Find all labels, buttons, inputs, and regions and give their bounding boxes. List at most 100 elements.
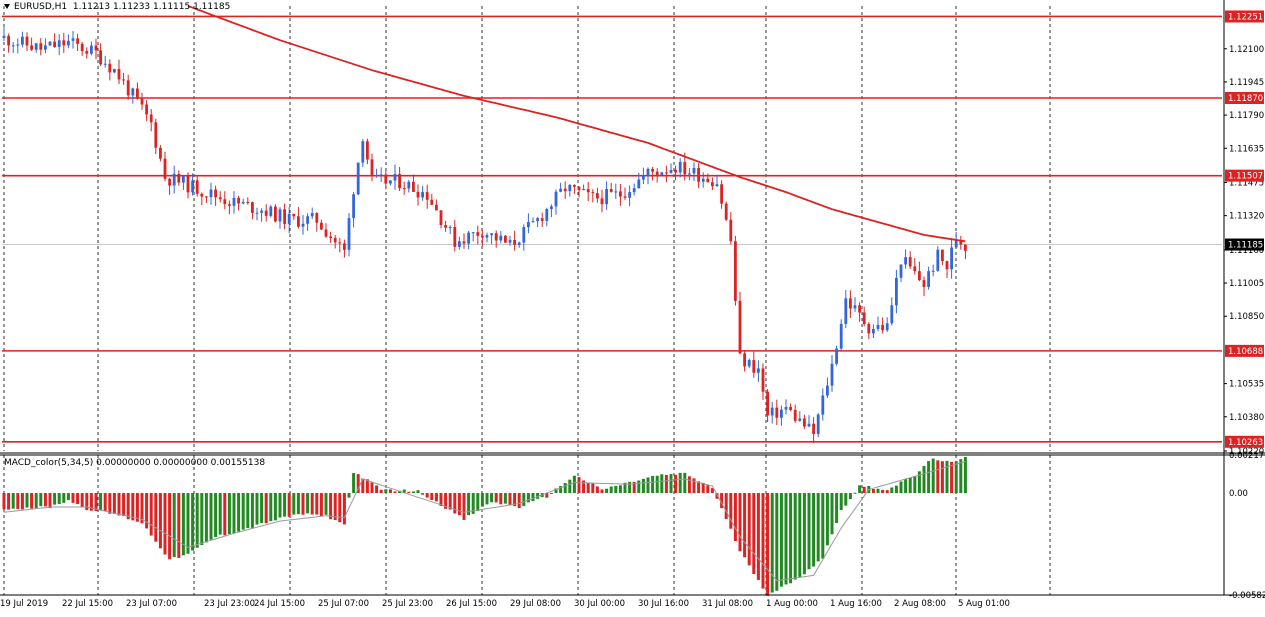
macd-bar [20, 493, 24, 510]
candle-body [21, 36, 24, 45]
macd-signal [3, 461, 966, 582]
macd-bar [577, 477, 581, 494]
candle-body [467, 232, 470, 244]
candle-body [619, 191, 622, 197]
candle-body [71, 38, 75, 41]
candle-body [269, 206, 273, 216]
candle-body [757, 368, 760, 373]
macd-bar [835, 493, 839, 523]
macd-bar [494, 493, 498, 503]
candle-body [563, 188, 567, 192]
candle-body [76, 38, 79, 44]
macd-bar [922, 466, 926, 494]
time-tick-label: 24 Jul 15:00 [254, 599, 305, 609]
candle-body [481, 235, 484, 238]
macd-bar [181, 493, 185, 556]
macd-bar [641, 478, 645, 494]
candle-body [642, 175, 645, 180]
macd-bar [43, 493, 47, 507]
candle-body [766, 391, 769, 416]
time-tick-label: 26 Jul 15:00 [446, 599, 497, 609]
candle-body [531, 221, 535, 223]
candle-body [347, 218, 351, 250]
macd-bar [572, 475, 576, 494]
macd-bar [7, 493, 11, 510]
price-tick-label: 1.11005 [1229, 279, 1264, 289]
macd-bar [126, 493, 130, 520]
macd-bar [476, 493, 480, 512]
collapse-triangle-icon[interactable] [4, 4, 10, 9]
candle-body [816, 414, 820, 434]
macd-bar [379, 489, 383, 494]
candle-body [789, 407, 792, 410]
macd-bar [76, 493, 80, 505]
macd-bar [255, 493, 259, 525]
candle-body [715, 184, 719, 187]
candle-body [448, 227, 452, 229]
candle-body [545, 209, 549, 221]
macd-bar [503, 493, 507, 504]
macd-bar [637, 480, 641, 494]
candle-body [775, 407, 779, 418]
candle-body [605, 189, 608, 205]
macd-bar [260, 493, 264, 523]
macd-bar [30, 493, 34, 509]
macd-bar [821, 493, 825, 559]
macd-bar [439, 493, 443, 507]
macd-bar [375, 485, 379, 494]
candle-body [53, 41, 56, 47]
macd-bar [402, 489, 406, 494]
macd-bar [908, 477, 912, 494]
candle-body [57, 40, 61, 47]
macd-bar [545, 493, 549, 498]
candle-body [780, 409, 783, 418]
candle-body [200, 193, 204, 197]
candle-body [145, 104, 148, 115]
candle-body [568, 184, 572, 192]
candle-body [798, 418, 802, 421]
macd-bar [430, 493, 434, 501]
candle-body [582, 189, 585, 191]
macd-bar [508, 493, 512, 506]
macd-indicator-label: MACD_color(5,34,5) 0.00000000 0.00000000… [4, 458, 266, 468]
candle-body [586, 189, 590, 193]
macd-bar [292, 493, 296, 515]
candle-body [550, 206, 553, 210]
candle-body [504, 235, 507, 243]
macd-bar [802, 493, 806, 575]
macd-bar [145, 493, 149, 529]
candle-body [720, 184, 723, 204]
macd-bar [490, 493, 494, 503]
candle-body [278, 209, 282, 222]
macd-bar [209, 493, 213, 540]
macd-bar [158, 493, 162, 549]
candle-body [881, 324, 884, 331]
time-tick-label: 5 Aug 01:00 [958, 599, 1010, 609]
candle-body [729, 219, 733, 242]
candle-body [301, 223, 305, 227]
macd-bar [66, 493, 70, 501]
macd-bar [605, 488, 609, 494]
macd-bar [246, 493, 250, 529]
candle-body [7, 35, 10, 46]
candle-body [421, 192, 424, 198]
macd-bar [913, 475, 917, 494]
candle-body [16, 44, 20, 46]
candle-body [697, 168, 700, 182]
candle-body [117, 69, 121, 80]
macd-bar [324, 493, 328, 515]
candle-body [660, 172, 664, 175]
candle-body [747, 360, 751, 367]
macd-bar [839, 493, 843, 511]
candle-body [761, 368, 765, 392]
candle-body [683, 161, 687, 175]
candle-body [260, 210, 263, 213]
macd-bar [480, 493, 484, 507]
price-tick-label: 1.11945 [1229, 78, 1264, 88]
price-tick-label: 1.11160 [1229, 246, 1264, 256]
candle-body [918, 271, 921, 281]
price-tick-label: 1.11790 [1229, 111, 1264, 121]
candle-body [103, 63, 107, 65]
moving-average [187, 5, 966, 243]
